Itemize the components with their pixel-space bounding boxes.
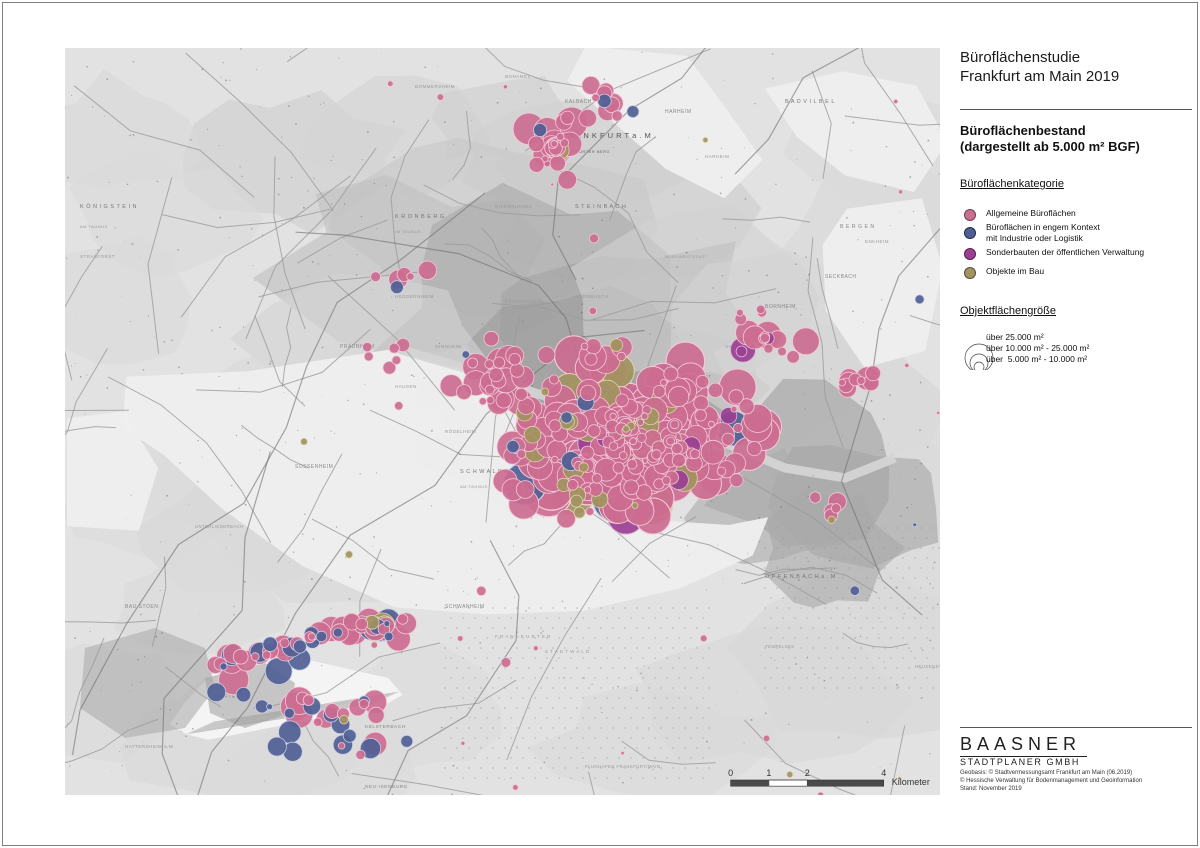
- svg-text:NEU-ISENBURG: NEU-ISENBURG: [365, 784, 408, 790]
- svg-text:O F F E N B A C H a . M .: O F F E N B A C H a . M .: [765, 574, 840, 580]
- svg-text:K R O N B E R G: K R O N B E R G: [395, 214, 445, 220]
- svg-text:BOMMERSHEIM: BOMMERSHEIM: [415, 84, 455, 89]
- svg-text:HATTERSHEIM a.M.: HATTERSHEIM a.M.: [125, 744, 175, 749]
- svg-text:F R A N K F U R T E R: F R A N K F U R T E R: [495, 634, 551, 639]
- svg-text:AM TAUNUS: AM TAUNUS: [80, 224, 108, 229]
- svg-text:BORNHEIM: BORNHEIM: [765, 304, 796, 310]
- svg-text:GINNHEIM: GINNHEIM: [435, 344, 462, 349]
- svg-text:RÖDELHEIM: RÖDELHEIM: [445, 428, 476, 434]
- svg-text:AM TAUNUS: AM TAUNUS: [460, 484, 488, 489]
- svg-text:HARHEIM: HARHEIM: [665, 109, 692, 115]
- svg-text:BONAMES: BONAMES: [505, 74, 531, 79]
- svg-text:HEUSENSTAMM: HEUSENSTAMM: [915, 664, 940, 669]
- svg-text:KELSTERBACH: KELSTERBACH: [365, 724, 406, 730]
- svg-text:DORNBUSCH: DORNBUSCH: [575, 294, 609, 299]
- svg-text:Kilometer: Kilometer: [892, 777, 930, 787]
- svg-text:UNTERLIEDERBACH: UNTERLIEDERBACH: [195, 524, 244, 529]
- svg-text:FLUGHAFEN FRANKFURT/MAIN: FLUGHAFEN FRANKFURT/MAIN: [585, 764, 660, 769]
- svg-text:NIEDERURSEL: NIEDERURSEL: [495, 204, 533, 209]
- svg-text:B E R G E N: B E R G E N: [840, 224, 875, 230]
- svg-text:S T A D T W A L D: S T A D T W A L D: [545, 649, 590, 654]
- svg-text:SECKBACH: SECKBACH: [825, 274, 857, 280]
- svg-text:S T E I N B A C H: S T E I N B A C H: [575, 204, 626, 210]
- svg-text:ESCHERSHEIM: ESCHERSHEIM: [505, 299, 544, 304]
- svg-text:STRAßFORST: STRAßFORST: [80, 254, 115, 259]
- svg-text:0: 0: [728, 768, 733, 778]
- svg-text:ENKHEIM: ENKHEIM: [865, 239, 889, 244]
- svg-text:NORDWESTSTADT: NORDWESTSTADT: [665, 254, 708, 259]
- svg-text:TEMPELSEE: TEMPELSEE: [765, 644, 795, 649]
- svg-text:B A D V I L B E L: B A D V I L B E L: [785, 99, 835, 105]
- svg-text:IM TAUNUS: IM TAUNUS: [395, 229, 421, 234]
- svg-text:HAUSEN: HAUSEN: [395, 384, 417, 389]
- svg-text:2: 2: [805, 768, 810, 778]
- svg-text:4: 4: [881, 768, 886, 778]
- svg-text:K Ö N I G S T E I N: K Ö N I G S T E I N: [80, 203, 137, 210]
- svg-text:SOSSENHEIM: SOSSENHEIM: [295, 464, 333, 470]
- svg-text:BAU STOEN: BAU STOEN: [125, 604, 158, 610]
- svg-text:SCHWANHEIM: SCHWANHEIM: [445, 604, 485, 610]
- svg-text:HEDDERNHEIM: HEDDERNHEIM: [395, 294, 434, 299]
- svg-text:HARHEIM: HARHEIM: [705, 154, 729, 159]
- svg-text:KALBACH: KALBACH: [565, 99, 592, 105]
- svg-text:1: 1: [766, 768, 771, 778]
